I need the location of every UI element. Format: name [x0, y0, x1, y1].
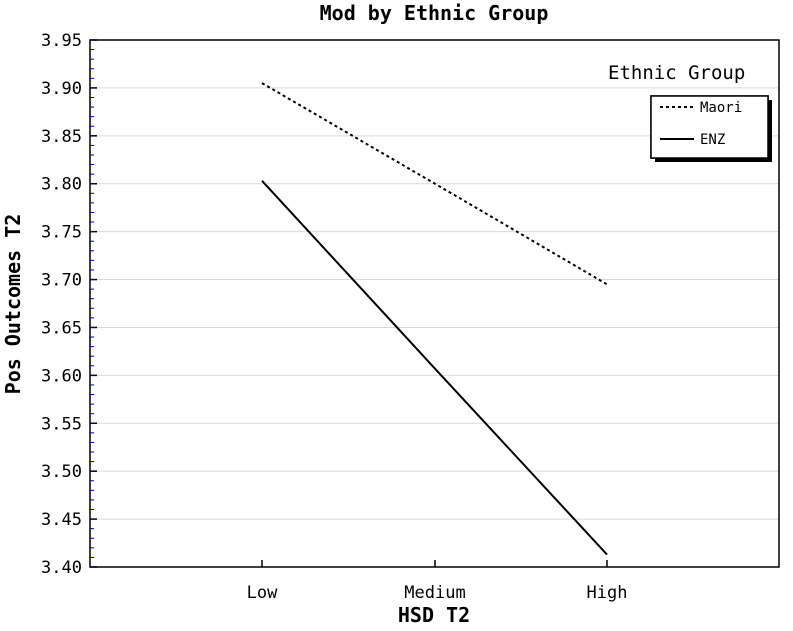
x-tick-label: Low — [247, 583, 278, 603]
legend-frame — [650, 95, 769, 159]
y-tick-label: 3.60 — [41, 366, 82, 386]
y-tick-label: 3.95 — [41, 31, 82, 51]
legend-title: Ethnic Group — [608, 62, 745, 84]
x-tick-label: Medium — [404, 583, 465, 603]
x-tick-label: High — [587, 583, 628, 603]
legend-label-enz: ENZ — [700, 132, 725, 148]
series-layer — [261, 82, 608, 556]
legend-label-maori: Maori — [700, 100, 742, 116]
y-tick-label: 3.55 — [41, 414, 82, 434]
y-tick-label: 3.45 — [41, 510, 82, 530]
chart-title: Mod by Ethnic Group — [320, 1, 549, 25]
y-tick-label: 3.90 — [41, 79, 82, 99]
y-tick-label: 3.40 — [41, 558, 82, 578]
x-axis-title: HSD T2 — [398, 603, 470, 627]
series-line-enz — [261, 180, 608, 556]
legend: Maori ENZ — [650, 95, 772, 162]
y-tick-label: 3.70 — [41, 271, 82, 291]
y-tick-label: 3.80 — [41, 175, 82, 195]
axis-ticks: 3.40 3.45 3.50 3.55 3.60 3.65 3.70 3.75 3.80 3.85… — [41, 31, 627, 603]
gridlines — [90, 87, 779, 520]
y-axis-title: Pos Outcomes T2 — [1, 214, 25, 395]
y-tick-label: 3.85 — [41, 127, 82, 147]
y-tick-label: 3.75 — [41, 223, 82, 243]
y-tick-label: 3.65 — [41, 318, 82, 338]
y-tick-label: 3.50 — [41, 462, 82, 482]
